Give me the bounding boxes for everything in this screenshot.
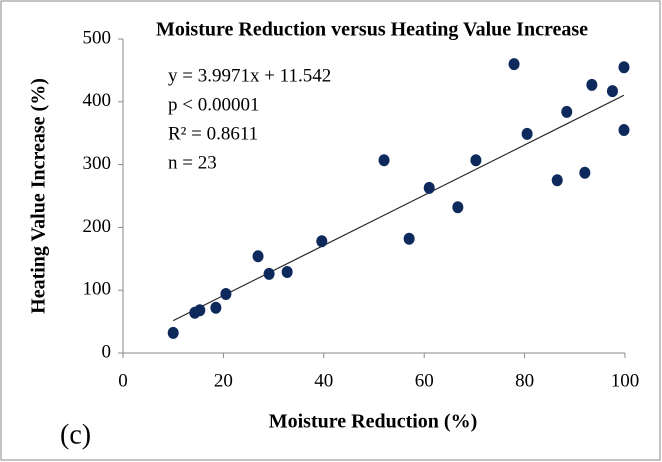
point	[561, 105, 573, 118]
annotation: y = 3.9971x + 11.542	[168, 65, 331, 86]
point	[194, 304, 206, 317]
x-tick-label: 20	[214, 370, 233, 391]
annotation: R² = 0.8611	[168, 123, 258, 144]
y-tick-label: 100	[83, 279, 112, 300]
x-tick-label: 0	[118, 370, 128, 391]
panel-label: (c)	[60, 419, 91, 450]
point	[452, 201, 464, 214]
point	[618, 124, 630, 137]
trendline	[172, 94, 625, 322]
point	[220, 287, 232, 300]
point	[551, 174, 563, 187]
point	[586, 78, 598, 91]
point	[618, 61, 630, 74]
y-tick-label: 300	[83, 153, 112, 174]
point	[403, 232, 415, 245]
y-axis-label: Heating Value Increase (%)	[28, 78, 50, 314]
point	[210, 301, 222, 314]
x-tick-label: 100	[611, 370, 640, 391]
point	[423, 181, 435, 194]
point	[508, 58, 520, 71]
point	[378, 154, 390, 167]
point	[252, 250, 264, 263]
annotation: p < 0.00001	[168, 94, 259, 115]
annotation: n = 23	[168, 152, 217, 173]
x-axis-label: Moisture Reduction (%)	[269, 411, 478, 433]
point	[316, 235, 328, 248]
y-tick-label: 500	[83, 27, 112, 48]
y-tick-label: 400	[83, 90, 112, 111]
point	[263, 267, 275, 280]
point	[470, 154, 482, 167]
chart-title: Moisture Reduction versus Heating Value …	[156, 19, 588, 41]
y-tick-label: 200	[83, 216, 112, 237]
point	[281, 265, 293, 278]
x-tick-label: 60	[415, 370, 434, 391]
point	[606, 85, 618, 98]
point	[167, 326, 179, 339]
x-tick-label: 40	[314, 370, 333, 391]
x-tick-label: 80	[515, 370, 534, 391]
point	[579, 166, 591, 179]
y-tick-label: 0	[102, 341, 112, 362]
point	[521, 127, 533, 140]
